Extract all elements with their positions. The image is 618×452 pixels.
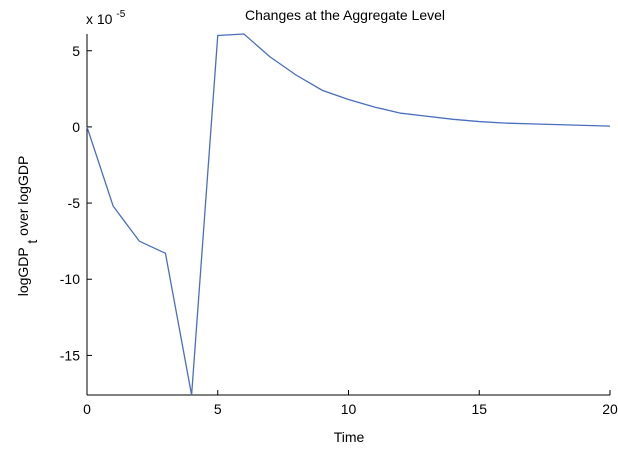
- y-tick-label: -15: [60, 347, 80, 363]
- exponent-power: -5: [116, 9, 125, 20]
- plot-area: 0 5 10 15 20 5 0 -5 -10 -15: [60, 33, 618, 417]
- y-axis-label-rest: over logGDP: [15, 156, 31, 236]
- y-axis-label-subscript: t: [24, 240, 40, 244]
- series-line: [86, 33, 611, 396]
- y-tick-label: 0: [72, 119, 80, 135]
- y-tick-label: -10: [60, 271, 80, 287]
- exponent-label: x 10 -5: [86, 9, 126, 27]
- x-axis-label: Time: [334, 429, 365, 445]
- x-tick-label: 10: [341, 401, 357, 417]
- y-tick-label: 5: [72, 43, 80, 59]
- x-tick-label: 0: [83, 401, 91, 417]
- y-axis-label: logGDP t over logGDP: [15, 156, 40, 297]
- y-axis-label-main: logGDP: [15, 248, 31, 297]
- x-tick-label: 20: [602, 401, 618, 417]
- chart-title: Changes at the Aggregate Level: [245, 7, 445, 23]
- x-tick-label: 15: [471, 401, 487, 417]
- exponent-base: x 10: [86, 11, 113, 27]
- x-tick-label: 5: [214, 401, 222, 417]
- y-tick-label: -5: [68, 195, 81, 211]
